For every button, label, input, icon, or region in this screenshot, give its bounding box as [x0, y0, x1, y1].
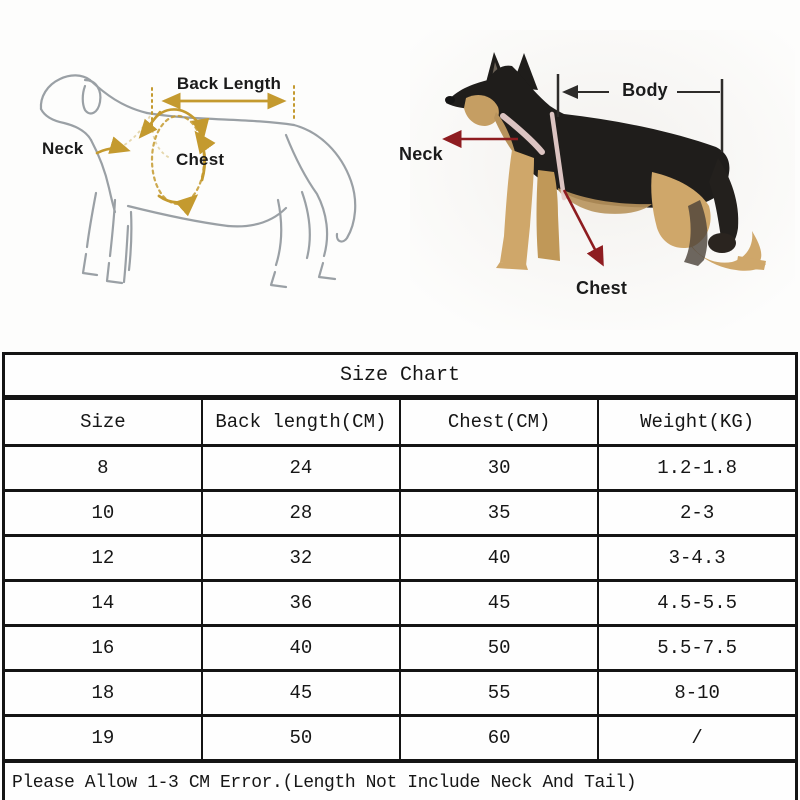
weight-cell: 2-3: [597, 489, 798, 537]
tolerance-note: Please Allow 1-3 CM Error.(Length Not In…: [2, 759, 798, 800]
body-measure-arrow: [556, 74, 724, 152]
dog-photo-drawing: [410, 30, 795, 330]
back-length-cell: 40: [200, 624, 402, 672]
chest-cell: 50: [398, 624, 600, 672]
neck-label: Neck: [399, 144, 443, 164]
weight-cell: 8-10: [597, 669, 798, 717]
dog-outline: [39, 74, 357, 289]
back-length-cell: 32: [200, 534, 402, 582]
table-row: 10 28 35 2-3: [2, 489, 798, 537]
weight-cell: 1.2-1.8: [597, 444, 798, 492]
table-row: 18 45 55 8-10: [2, 669, 798, 717]
size-cell: 8: [2, 444, 203, 492]
chest-cell: 35: [398, 489, 600, 537]
size-chart-table: Size Chart Size Back length(CM) Chest(CM…: [2, 352, 798, 800]
size-cell: 12: [2, 534, 203, 582]
harness-girth-strap: [549, 111, 567, 201]
chest-label: Chest: [176, 150, 225, 169]
size-cell: 10: [2, 489, 203, 537]
size-cell: 16: [2, 624, 203, 672]
size-chart-title-row: Size Chart: [2, 352, 798, 400]
chest-cell: 30: [398, 444, 600, 492]
table-row: 16 40 50 5.5-7.5: [2, 624, 798, 672]
back-length-cell: 36: [200, 579, 402, 627]
col-header-weight: Weight(KG): [597, 396, 798, 447]
back-length-cell: 24: [200, 444, 402, 492]
size-chart-title: Size Chart: [2, 352, 798, 400]
weight-cell: 5.5-7.5: [597, 624, 798, 672]
pointer-arrows: [442, 129, 604, 267]
table-row: 12 32 40 3-4.3: [2, 534, 798, 582]
dog-sketch-diagram: Back Length Neck Chest: [0, 0, 400, 352]
harness-collar-strap: [500, 113, 545, 155]
chest-cell: 60: [398, 714, 600, 762]
sketch-harness-lines: [116, 115, 171, 159]
back-length-cell: 45: [200, 669, 402, 717]
col-header-chest: Chest(CM): [398, 396, 600, 447]
gold-measure-annotations: [95, 85, 295, 217]
size-cell: 18: [2, 669, 203, 717]
size-chart-header-row: Size Back length(CM) Chest(CM) Weight(KG…: [2, 396, 798, 447]
back-length-label: Back Length: [176, 74, 282, 93]
neck-label: Neck: [42, 139, 84, 158]
body-label: Body: [622, 80, 668, 100]
table-row: 14 36 45 4.5-5.5: [2, 579, 798, 627]
weight-cell: 4.5-5.5: [597, 579, 798, 627]
dog-sketch-drawing: [39, 74, 357, 289]
back-length-cell: 50: [200, 714, 402, 762]
chest-cell: 45: [398, 579, 600, 627]
size-chart-note-row: Please Allow 1-3 CM Error.(Length Not In…: [2, 759, 798, 800]
col-header-back-length: Back length(CM): [200, 396, 402, 447]
col-header-size: Size: [2, 396, 203, 447]
weight-cell: /: [597, 714, 798, 762]
chest-label: Chest: [576, 278, 628, 298]
table-row: 8 24 30 1.2-1.8: [2, 444, 798, 492]
size-cell: 19: [2, 714, 203, 762]
german-shepherd: [445, 52, 766, 271]
measurement-diagrams: Back Length Neck Chest: [0, 0, 800, 352]
weight-cell: 3-4.3: [597, 534, 798, 582]
chest-cell: 55: [398, 669, 600, 717]
chest-cell: 40: [398, 534, 600, 582]
table-row: 19 50 60 /: [2, 714, 798, 762]
back-length-cell: 28: [200, 489, 402, 537]
size-cell: 14: [2, 579, 203, 627]
chest-pointer-arrow: [562, 189, 604, 267]
dog-photo-diagram: Body Neck Chest: [399, 0, 800, 352]
